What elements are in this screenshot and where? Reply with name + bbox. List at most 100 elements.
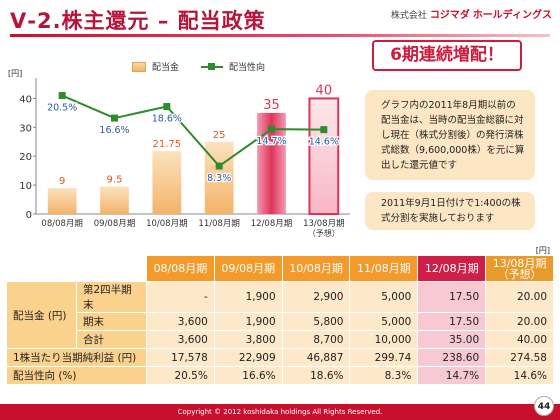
table-cell: 2,900 <box>281 281 351 313</box>
table-header-blank <box>6 255 147 282</box>
ratio-line <box>61 94 324 168</box>
footer-copyright: Copyright © 2012 koshidaka holdings All … <box>0 404 560 420</box>
x-tick-label: 10/08月期 <box>146 219 188 229</box>
table-header-row: 08/08月期 09/08月期 10/08月期 11/08月期 12/08月期 13/08… <box>6 255 554 282</box>
ratio-label: 18.6% <box>152 114 182 125</box>
company-brand: コジマダ <box>429 10 470 21</box>
y-tick-label: 20 <box>19 152 32 163</box>
x-tick-label: 11/08月期 <box>198 219 240 229</box>
table-row: 合計 3,600 3,800 8,700 10,000 35.00 40.00 <box>7 330 554 349</box>
legend-line-swatch <box>201 62 224 70</box>
company-name: 株式会社 コジマダ ホールディングス <box>391 6 552 21</box>
ratio-point <box>163 103 171 111</box>
company-prefix: 株式会社 <box>390 11 427 21</box>
ratio-label: 14.6% <box>309 137 339 148</box>
consecutive-increase-badge: 6期連続増配！ <box>372 40 522 71</box>
table-unit: [円] <box>535 246 550 255</box>
table-row: 1株当たり当期純利益 (円) 17,578 22,909 46,887 299.74 23… <box>6 348 554 367</box>
table-cell: 10,000 <box>349 330 419 349</box>
bar <box>47 188 77 214</box>
table-cell: 17.50 <box>417 312 487 331</box>
table-column-header: 10/08月期 <box>281 255 351 282</box>
table-cell: 1,900 <box>213 281 283 313</box>
bar <box>152 151 182 214</box>
table-cell: 3,600 <box>146 312 215 331</box>
table-cell: 5,000 <box>349 312 419 331</box>
legend-line-label: 配当性向 <box>229 63 266 73</box>
bar <box>100 186 129 214</box>
table-cell: - <box>146 281 215 313</box>
bar-value-label: 40 <box>316 83 333 98</box>
table-cell: 46,887 <box>281 348 351 367</box>
ratio-label: 14.7% <box>256 136 286 147</box>
y-tick-label: 40 <box>19 94 32 105</box>
table-cell: 299.74 <box>349 348 419 367</box>
table-column-header: 11/08月期 <box>349 255 419 282</box>
ratio-point <box>111 114 118 122</box>
x-tick-label: 13/08月期 <box>303 219 345 229</box>
table-cell: 35.00 <box>417 330 487 349</box>
legend-bar-label: 配当金 <box>152 63 180 73</box>
table-cell: 274.58 <box>485 348 554 367</box>
table-cell: 14.6% <box>485 366 554 385</box>
bar-value-label: 21.75 <box>153 139 182 150</box>
table-cell: 16.6% <box>213 366 283 385</box>
header-rule <box>10 34 550 37</box>
table-cell: 17,578 <box>146 348 215 367</box>
dividend-table: 08/08月期 09/08月期 10/08月期 11/08月期 12/08月期 13/08… <box>6 255 554 385</box>
row-label: 配当性向 (%) <box>6 366 147 385</box>
table-cell: 238.60 <box>417 348 487 367</box>
bar-value-label: 9.5 <box>107 175 123 186</box>
ratio-label: 16.6% <box>99 125 129 136</box>
table-column-header: 13/08月期 （予想） <box>485 255 554 282</box>
bar-value-label: 25 <box>213 130 226 141</box>
table-cell: 20.00 <box>485 312 554 331</box>
row-sub-label: 合計 <box>76 330 147 349</box>
row-sub-label: 第2四半期末 <box>76 281 147 313</box>
x-tick-sublabel: （予想） <box>308 228 340 238</box>
ratio-point <box>268 125 275 133</box>
chart-legend: 配当金 配当性向 <box>132 60 265 73</box>
table-cell: 3,800 <box>213 330 283 349</box>
x-tick-label: 08/08月期 <box>41 219 83 229</box>
page-number: 44 <box>534 396 554 416</box>
note-dividend-calculation: グラフ内の2011年8月期以前の配当金は、当時の配当金総額に対し現在（株式分割後… <box>365 90 535 180</box>
ratio-label: 20.5% <box>47 103 77 114</box>
table-cell: 1,900 <box>213 312 283 331</box>
bar-value-label: 9 <box>59 176 65 187</box>
ratio-point <box>215 162 223 170</box>
table-column-header: 09/08月期 <box>213 255 283 282</box>
company-suffix: ホールディングス <box>472 10 552 21</box>
table-cell: 14.7% <box>417 366 487 385</box>
table-column-header: 08/08月期 <box>146 255 215 282</box>
slide-header: Ⅴ-2.株主還元 – 配当政策 株式会社 コジマダ ホールディングス <box>0 0 560 40</box>
bar-value-label: 35 <box>263 98 280 113</box>
y-tick-label: 0 <box>26 210 32 221</box>
x-tick-label: 09/08月期 <box>94 219 136 229</box>
table-row: 配当性向 (%) 20.5% 16.6% 18.6% 8.3% 14.7% 14.6% <box>6 366 554 385</box>
table-cell: 40.00 <box>485 330 554 349</box>
bar <box>308 97 340 216</box>
table-cell: 5,000 <box>349 281 419 313</box>
table-cell: 18.6% <box>281 366 351 385</box>
ratio-point <box>58 92 66 100</box>
table-cell: 3,600 <box>146 330 215 349</box>
row-label: 1株当たり当期純利益 (円) <box>6 348 147 367</box>
table-cell: 8,700 <box>281 330 351 349</box>
row-group-label: 配当金 (円) <box>6 281 77 349</box>
y-tick-label: 30 <box>19 123 32 134</box>
table-row: 期末 3,600 1,900 5,800 5,000 17.50 20.00 <box>7 312 554 331</box>
table-column-header: 12/08月期 <box>417 255 487 282</box>
note-stock-split: 2011年9月1日付けで1:400の株式分割を実施しております <box>365 192 535 230</box>
y-tick-label: 10 <box>19 181 32 192</box>
table-cell: 8.3% <box>349 366 419 385</box>
ratio-label: 8.3% <box>207 173 231 184</box>
table-row: 配当金 (円) 第2四半期末 -1,900 2,900 5,000 17.50 20.00 <box>6 281 554 349</box>
ratio-point <box>320 126 328 134</box>
table-cell: 5,800 <box>281 312 351 331</box>
y-axis-unit: [円] <box>8 69 22 78</box>
dividend-chart: [円] 0 10 20 30 40 9 08/08月期 9.5 09/08月期 21.75 10/08… <box>8 69 350 238</box>
page-title: Ⅴ-2.株主還元 – 配当政策 <box>10 9 266 33</box>
x-tick-label: 12/08月期 <box>251 219 293 229</box>
table-cell: 22,909 <box>213 348 283 367</box>
